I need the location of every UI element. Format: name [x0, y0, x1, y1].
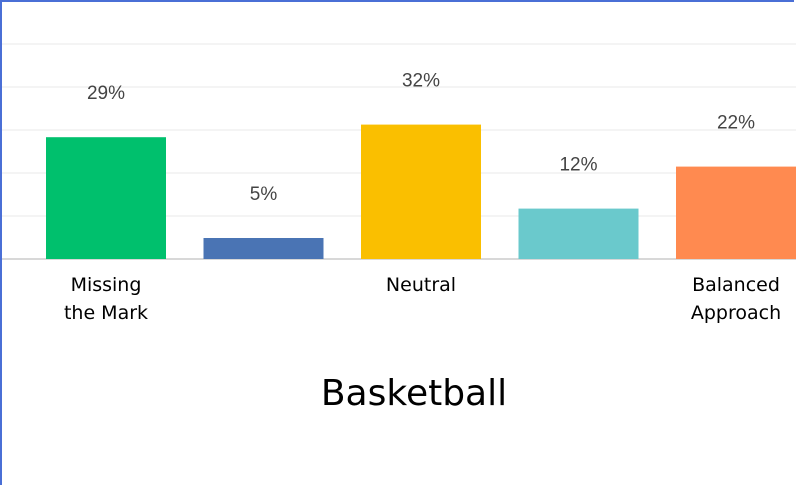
- value-label-2: 32%: [402, 71, 440, 92]
- bar-3: [518, 208, 639, 259]
- bar-2: [361, 124, 481, 259]
- category-labels-group: Missing the Mark Neutral Balanced Approach: [64, 274, 781, 324]
- bar-1: [203, 238, 324, 259]
- category-label-4: Balanced Approach: [691, 274, 781, 324]
- value-label-4: 22%: [717, 113, 755, 134]
- category-label-0: Missing the Mark: [64, 274, 148, 324]
- value-label-0: 29%: [87, 83, 125, 104]
- value-labels-group: 29% 5% 32% 12% 22%: [87, 71, 755, 205]
- value-label-3: 12%: [559, 155, 597, 176]
- category-label-2: Neutral: [386, 274, 456, 296]
- chart-title: Basketball: [321, 373, 507, 414]
- bar-4: [676, 166, 796, 259]
- bars-group: [46, 124, 796, 259]
- bar-0: [46, 137, 166, 259]
- value-label-1: 5%: [250, 184, 278, 205]
